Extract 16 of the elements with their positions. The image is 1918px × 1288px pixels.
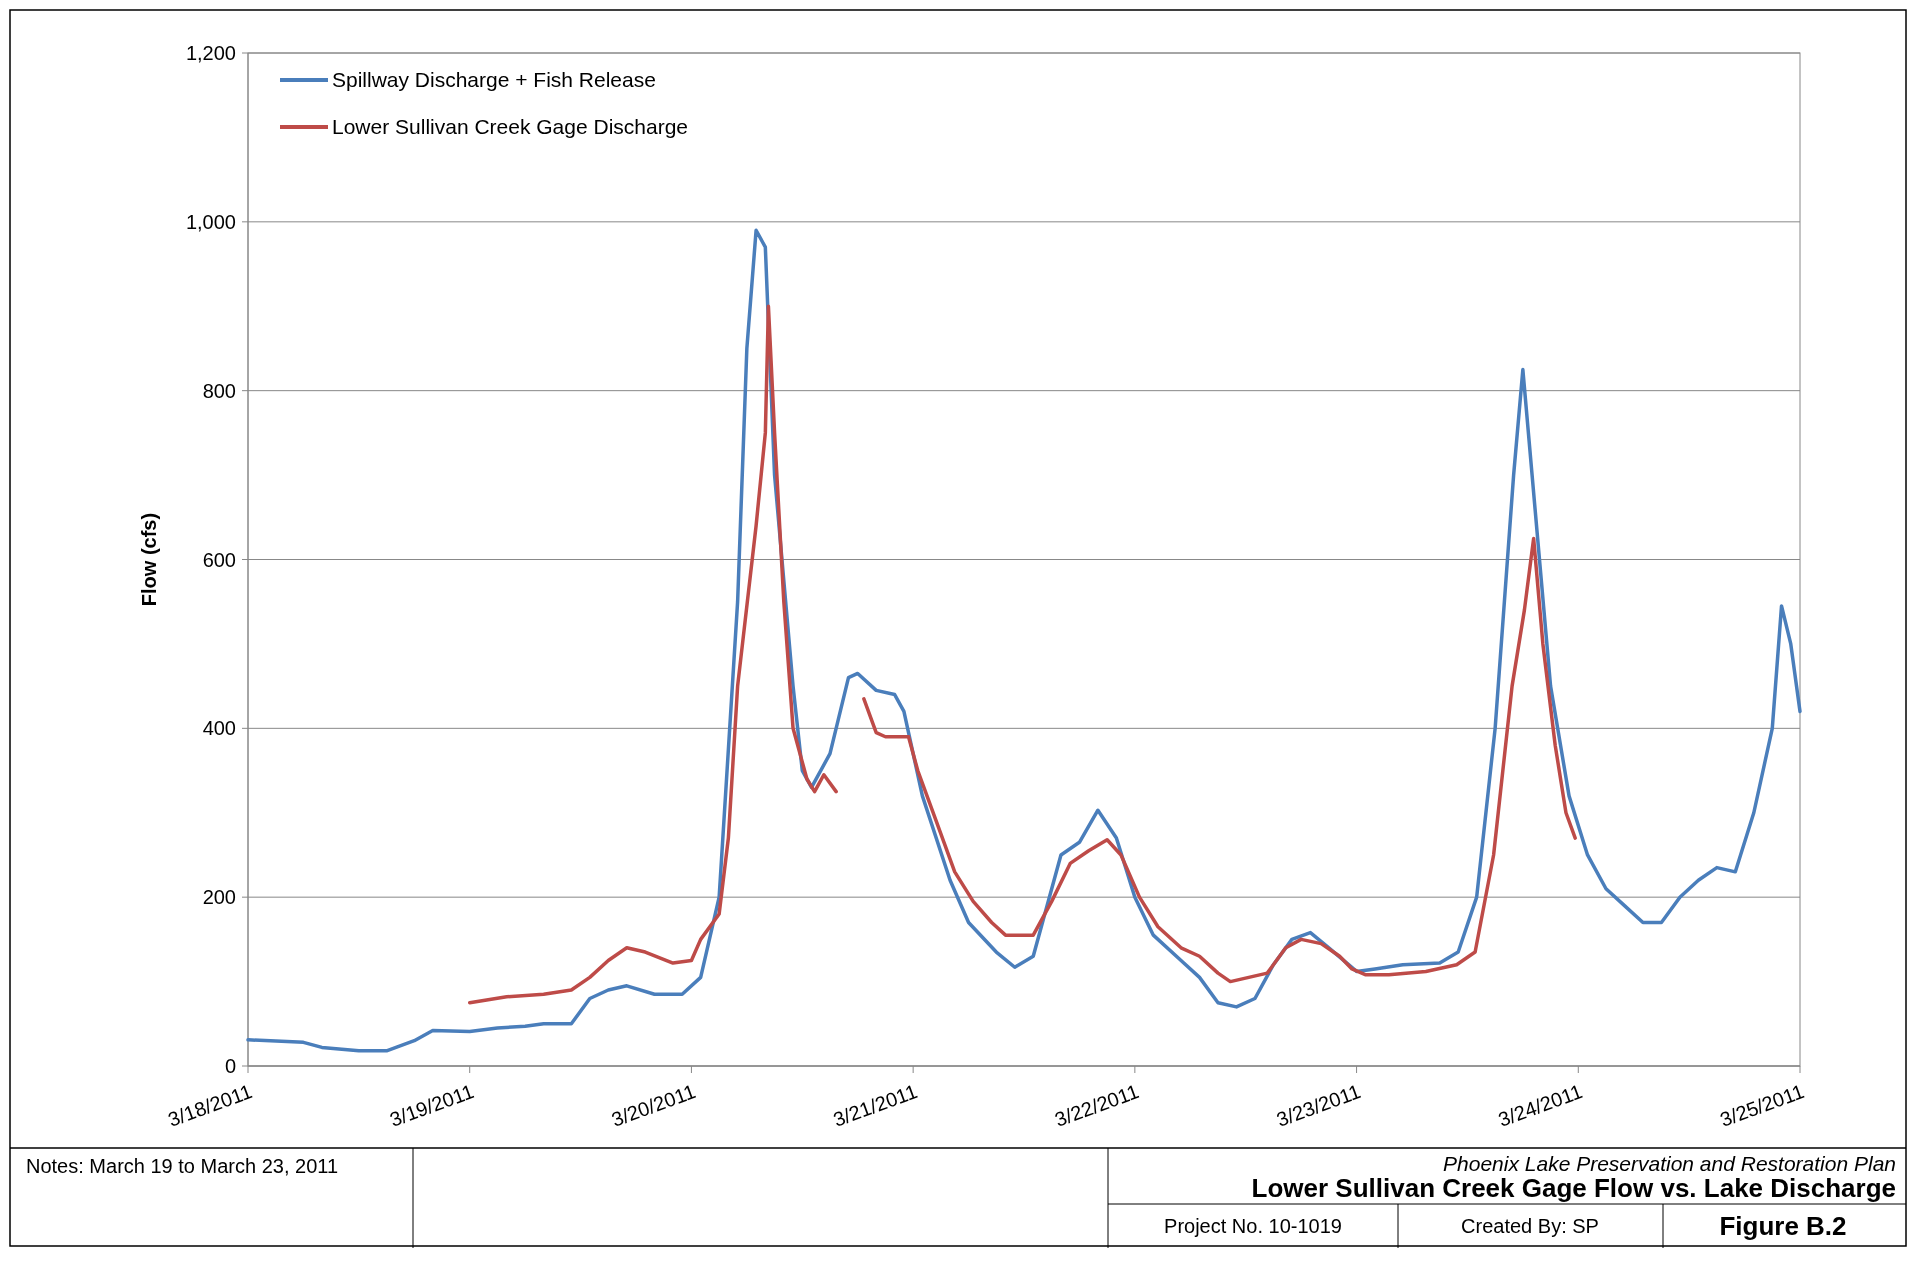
y-tick-label: 600 xyxy=(202,548,236,571)
y-tick-label: 400 xyxy=(202,717,236,740)
y-tick-label: 200 xyxy=(202,886,236,909)
text: Lower Sullivan Creek Gage Flow vs. Lake Discharge xyxy=(1251,1173,1896,1203)
y-tick-label: 1,000 xyxy=(185,210,236,233)
text: Figure B.2 xyxy=(1719,1211,1847,1242)
text: Notes: March 19 to March 23, 2011 xyxy=(26,1155,339,1177)
text: Phoenix Lake Preservation and Restoration Plan xyxy=(1443,1152,1896,1175)
legend-label: Lower Sullivan Creek Gage Discharge xyxy=(332,115,689,139)
y-axis-title: Flow (cfs) xyxy=(138,512,160,607)
legend-label: Spillway Discharge + Fish Release xyxy=(332,68,656,92)
y-tick-label: 0 xyxy=(224,1055,236,1077)
text: Project No. 10-1019 xyxy=(1164,1215,1342,1237)
y-tick-label: 800 xyxy=(202,379,236,402)
y-tick-label: 1,200 xyxy=(185,42,236,64)
text: Created By: SP xyxy=(1461,1215,1599,1237)
